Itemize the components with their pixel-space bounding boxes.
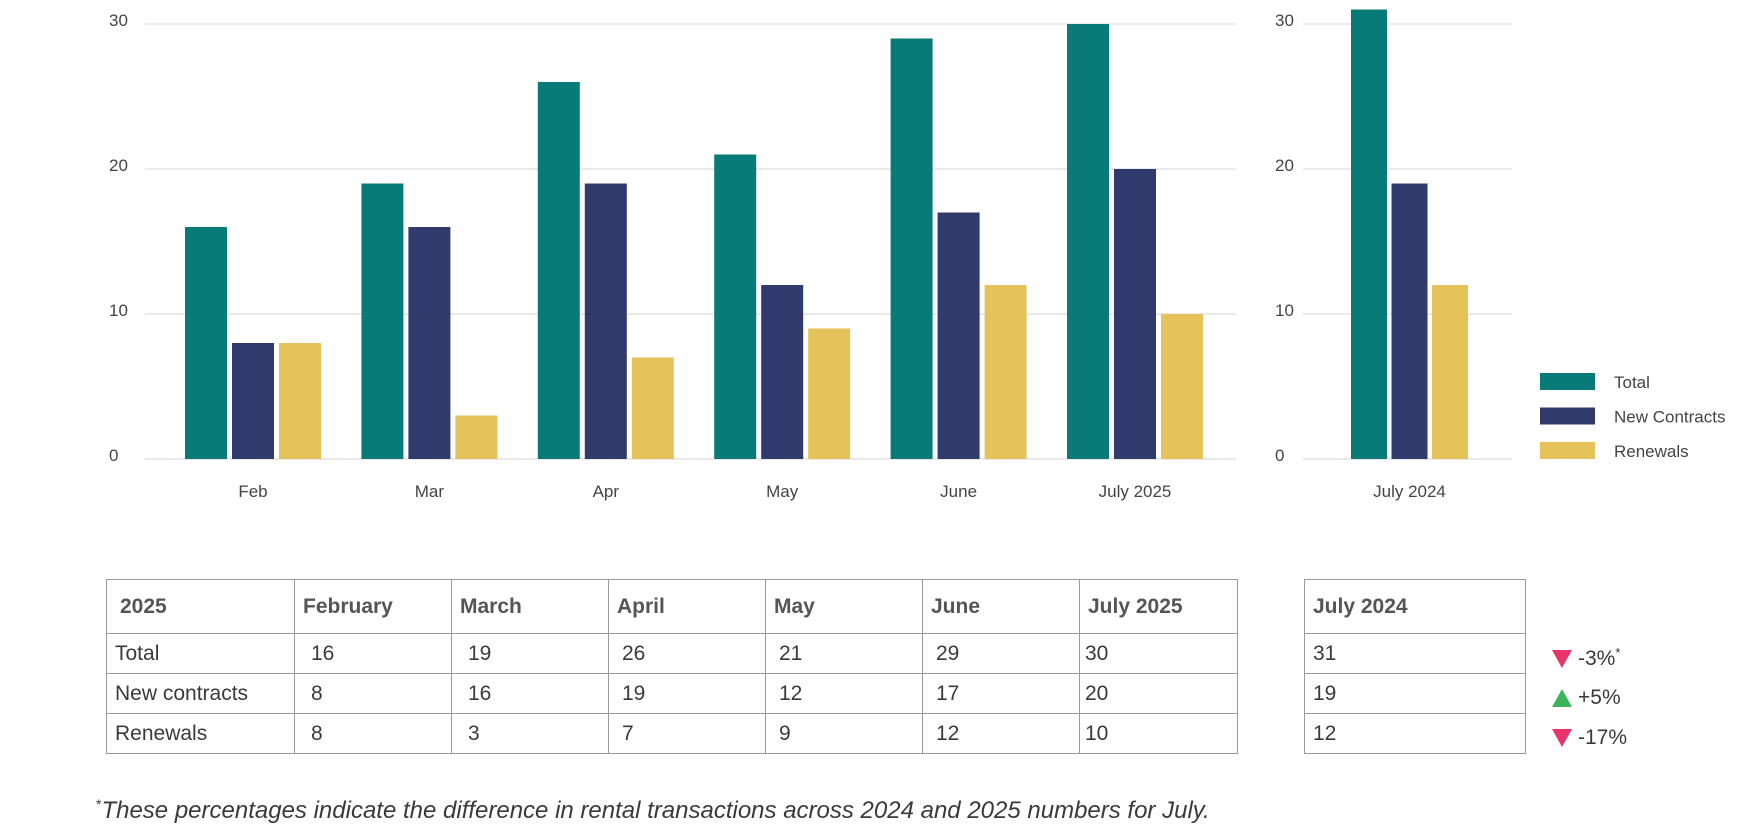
table-row-renewals: Renewals 8 3 7 9 12 10: [106, 713, 1238, 754]
cell: 8: [294, 673, 452, 714]
table-row-total: 31: [1304, 633, 1526, 674]
table-header-may: May: [765, 579, 923, 634]
main-y-tick-label: 30: [109, 11, 128, 30]
main-bar-new-contracts: [232, 343, 274, 459]
cell: 12: [1304, 713, 1526, 754]
arrow-up-icon: [1552, 689, 1572, 708]
legend-label-renewals: Renewals: [1614, 442, 1689, 461]
table-row-new-contracts: New contracts 8 16 19 12 17 20: [106, 673, 1238, 714]
table-header-feb: February: [294, 579, 452, 634]
main-bar-new-contracts: [584, 183, 627, 459]
legend-swatch-new-contracts: [1540, 407, 1595, 425]
table-header-july-2024: July 2024: [1304, 579, 1526, 634]
table-header-mar: March: [451, 579, 609, 634]
cell: 19: [1304, 673, 1526, 714]
main-bar-total: [714, 154, 757, 459]
main-bar-new-contracts: [1114, 169, 1156, 459]
july-2024-x-tick-label: July 2024: [1373, 482, 1446, 501]
bar-charts: 0 10 20 30 Feb Mar Apr May June July 2025 0 10 20 30 J…: [109, 9, 1725, 501]
cell: 21: [765, 633, 923, 674]
table-2025: 2025 February March April May June July …: [106, 579, 1238, 754]
july-2024-bar-renewals: [1432, 285, 1468, 459]
row-label: New contracts: [106, 673, 295, 714]
cell: 29: [922, 633, 1080, 674]
footnote-text: These percentages indicate the differenc…: [101, 797, 1210, 824]
cell: 9: [765, 713, 923, 754]
change-new-contracts-value: +5%: [1578, 686, 1621, 709]
change-new-contracts: +5%: [1552, 686, 1621, 710]
cell: 30: [1079, 633, 1238, 674]
main-bar-total: [185, 227, 227, 459]
cell: 20: [1079, 673, 1238, 714]
main-bar-new-contracts: [937, 212, 980, 459]
july-2024-bar-new-contracts: [1391, 183, 1428, 459]
cell: 3: [451, 713, 609, 754]
main-bar-renewals: [808, 328, 851, 459]
table-row-total: Total 16 19 26 21 29 30: [106, 633, 1238, 674]
cell: 8: [294, 713, 452, 754]
main-x-tick-label: July 2025: [1099, 482, 1172, 501]
cell: 7: [608, 713, 766, 754]
cell: 12: [922, 713, 1080, 754]
cell: 19: [608, 673, 766, 714]
table-row-new-contracts: 19: [1304, 673, 1526, 714]
table-2024: July 2024 31 19 12: [1304, 579, 1526, 754]
change-renewals: -17%: [1552, 726, 1627, 750]
main-bar-renewals: [631, 357, 674, 459]
footnote-mark: *: [96, 796, 102, 812]
july-2024-y-tick-label: 0: [1275, 446, 1284, 465]
table-header-july-2025: July 2025: [1079, 579, 1238, 634]
july-2024-y-tick-label: 20: [1275, 156, 1294, 175]
main-bar-total: [361, 183, 404, 459]
main-x-tick-label: Feb: [238, 482, 267, 501]
main-bar-total: [537, 82, 580, 459]
main-x-tick-label: Apr: [593, 482, 620, 501]
main-bar-renewals: [984, 285, 1027, 459]
main-x-tick-label: May: [766, 482, 799, 501]
change-total: -3%*: [1552, 645, 1620, 671]
main-bar-total: [1067, 24, 1109, 459]
main-x-tick-label: Mar: [415, 482, 445, 501]
cell: 19: [451, 633, 609, 674]
table-header-apr: April: [608, 579, 766, 634]
table-header-row: July 2024: [1304, 579, 1526, 634]
arrow-down-icon: [1552, 650, 1572, 669]
cell: 26: [608, 633, 766, 674]
legend-label-total: Total: [1614, 373, 1650, 392]
table-corner-year: 2025: [106, 579, 295, 634]
table-row-renewals: 12: [1304, 713, 1526, 754]
cell: 12: [765, 673, 923, 714]
main-bar-total: [890, 38, 933, 459]
july-2024-bar-total: [1351, 9, 1387, 459]
table-header-june: June: [922, 579, 1080, 634]
legend-label-new-contracts: New Contracts: [1614, 408, 1725, 427]
july-2024-y-tick-label: 30: [1275, 11, 1294, 30]
main-bar-new-contracts: [761, 285, 804, 459]
main-y-tick-label: 0: [109, 446, 118, 465]
change-total-value: -3%: [1578, 647, 1616, 670]
main-bar-new-contracts: [408, 227, 451, 459]
footnote-mark: *: [1615, 645, 1621, 660]
legend-swatch-total: [1540, 373, 1595, 390]
change-renewals-value: -17%: [1578, 726, 1628, 749]
main-x-tick-label: June: [940, 482, 977, 501]
legend-swatch-renewals: [1540, 442, 1595, 459]
cell: 31: [1304, 633, 1526, 674]
main-bar-renewals: [279, 343, 321, 459]
cell: 16: [294, 633, 452, 674]
cell: 17: [922, 673, 1080, 714]
cell: 10: [1079, 713, 1238, 754]
main-bar-renewals: [455, 415, 498, 459]
row-label: Renewals: [106, 713, 295, 754]
footnote: *These percentages indicate the differen…: [96, 796, 1210, 825]
july-2024-y-tick-label: 10: [1275, 301, 1294, 320]
main-y-tick-label: 20: [109, 156, 128, 175]
arrow-down-icon: [1552, 729, 1572, 748]
row-label: Total: [106, 633, 295, 674]
main-bar-renewals: [1161, 314, 1203, 459]
main-y-tick-label: 10: [109, 301, 128, 320]
table-header-row: 2025 February March April May June July …: [106, 579, 1238, 634]
cell: 16: [451, 673, 609, 714]
